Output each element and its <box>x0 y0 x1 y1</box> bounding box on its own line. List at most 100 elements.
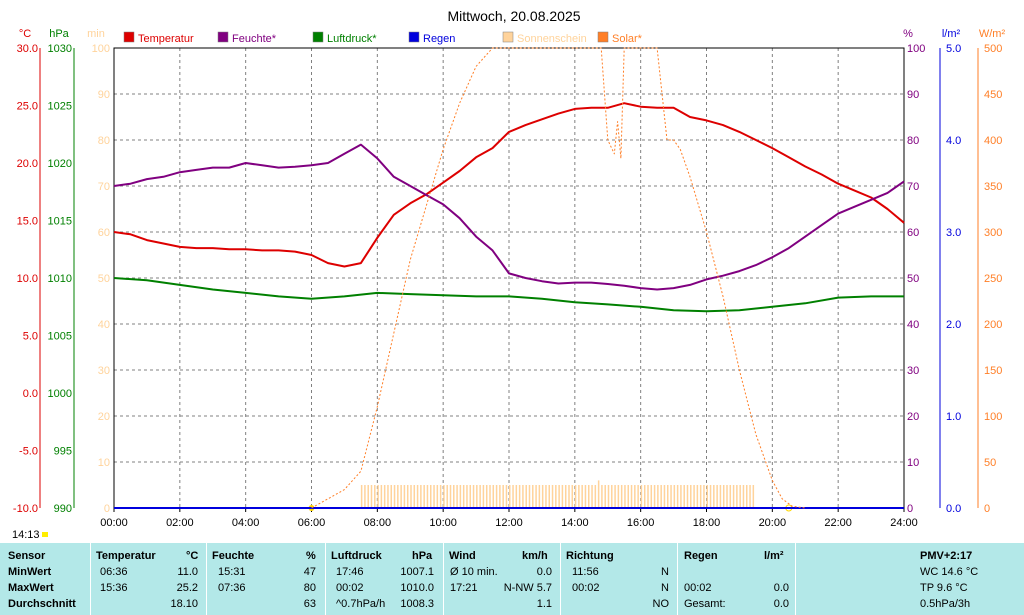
humidity-tick-label: 30 <box>907 365 919 377</box>
header-humidity: Feuchte <box>212 550 255 562</box>
sunshine-bar <box>393 485 396 508</box>
solar-tick-label: 250 <box>984 273 1002 285</box>
chart-title: Mittwoch, 20.08.2025 <box>447 8 580 24</box>
sunshine-bar <box>397 485 399 508</box>
sunshine-bar <box>538 485 541 508</box>
humidity-tick-label: 70 <box>907 181 919 193</box>
sunshine-bar <box>749 485 751 508</box>
sunshine-tick-label: 0 <box>104 503 110 515</box>
sunshine-bar <box>657 485 659 508</box>
header-wind: Wind <box>449 550 476 562</box>
pressure-tick-label: 1015 <box>48 216 72 228</box>
rain-tick-label: 2.0 <box>946 319 961 331</box>
sunshine-bar <box>667 485 669 508</box>
sunshine-bar <box>433 485 435 508</box>
sunshine-bar <box>456 485 458 508</box>
sunshine-tick-label: 40 <box>98 319 110 331</box>
sunshine-tick-label: 10 <box>98 457 110 469</box>
sunshine-bar <box>660 485 662 508</box>
temp-tick-label: 5.0 <box>23 331 38 343</box>
header-sensor: Sensor <box>8 550 46 562</box>
stat-rain-time: 00:02 <box>684 582 712 594</box>
header-pressure: Luftdruck <box>331 550 382 562</box>
rain-tick-label: 4.0 <box>946 135 961 147</box>
sunshine-bar <box>574 485 577 508</box>
left-axes: 30.025.020.015.010.05.00.0-5.0-10.010301… <box>13 43 110 515</box>
temp-tick-label: -5.0 <box>19 446 38 458</box>
solar-tick-label: 300 <box>984 227 1002 239</box>
stat-wind-val: 1.1 <box>536 598 552 610</box>
sunshine-bar <box>423 485 425 508</box>
sunshine-tick-label: 70 <box>98 181 110 193</box>
header-temp-unit: °C <box>186 550 199 562</box>
solar-tick-label: 200 <box>984 319 1002 331</box>
sunshine-bar <box>436 485 439 508</box>
stat-label: Durchschnitt <box>8 598 76 610</box>
sunshine-bar <box>555 485 557 508</box>
sunshine-bar <box>752 485 755 508</box>
x-tick-label: 12:00 <box>495 517 523 529</box>
header-rain-unit: l/m² <box>764 550 784 562</box>
sunshine-bar <box>647 485 649 508</box>
pressure-tick-label: 1030 <box>48 43 72 55</box>
pressure-tick-label: 995 <box>54 446 72 458</box>
sunshine-bar <box>360 485 363 508</box>
stat-press-val: 1007.1 <box>400 566 434 578</box>
sunshine-bar <box>532 485 534 508</box>
x-tick-label: 06:00 <box>298 517 326 529</box>
unit-sunmin: min <box>87 28 105 40</box>
sunshine-bar <box>630 485 633 508</box>
sunshine-bar <box>696 485 699 508</box>
sunshine-bar <box>403 485 406 508</box>
sunshine-bar <box>594 485 597 508</box>
sunshine-bar <box>489 485 491 508</box>
pressure-tick-label: 1010 <box>48 273 72 285</box>
sunshine-bar <box>479 485 481 508</box>
humidity-tick-label: 20 <box>907 411 919 423</box>
sunshine-bar <box>495 485 498 508</box>
header-pressure-unit: hPa <box>412 550 433 562</box>
sunshine-tick-label: 30 <box>98 365 110 377</box>
stat-hum-time: 15:31 <box>218 566 246 578</box>
rain-tick-label: 1.0 <box>946 411 961 423</box>
sunshine-bar <box>663 485 666 508</box>
sunshine-bar <box>683 485 685 508</box>
sunshine-bar <box>492 485 495 508</box>
stat-wind-val: 0.0 <box>536 566 552 578</box>
header-wind-unit: km/h <box>522 550 548 562</box>
rain-tick-label: 5.0 <box>946 43 961 55</box>
sunshine-bar <box>561 485 564 508</box>
sunshine-bar <box>729 485 732 508</box>
sunshine-bar <box>410 485 412 508</box>
sunshine-bar <box>446 485 448 508</box>
solar-tick-label: 0 <box>984 503 990 515</box>
sunshine-bar <box>548 485 550 508</box>
sunshine-bar <box>713 485 715 508</box>
chart-grid <box>114 48 904 508</box>
sunshine-bar <box>485 485 488 508</box>
legend-swatch <box>312 31 324 43</box>
sunshine-bar <box>742 485 745 508</box>
stat-press-val: 1008.3 <box>400 598 434 610</box>
sunshine-bar <box>627 485 629 508</box>
unit-temp: °C <box>19 28 31 40</box>
unit-rain: l/m² <box>942 28 961 40</box>
sunshine-bar <box>509 485 511 508</box>
sunshine-bar <box>535 485 537 508</box>
unit-solar: W/m² <box>979 28 1006 40</box>
sunshine-bar <box>476 485 478 508</box>
legend-swatch <box>597 31 609 43</box>
sunshine-bar <box>690 485 692 508</box>
sunshine-bar <box>413 485 416 508</box>
stat-wind-time: Ø 10 min. <box>450 566 498 578</box>
sunshine-bar <box>443 485 445 508</box>
sunshine-bar <box>462 485 465 508</box>
temp-tick-label: 15.0 <box>17 216 38 228</box>
legend-label: Temperatur <box>138 33 194 45</box>
sunshine-bar <box>380 485 383 508</box>
stat-rain-time: Gesamt: <box>684 598 726 610</box>
humidity-tick-label: 80 <box>907 135 919 147</box>
stat-hum-val: 80 <box>303 582 316 594</box>
temp-tick-label: 20.0 <box>17 158 38 170</box>
stat-press-val: 1010.0 <box>400 582 434 594</box>
